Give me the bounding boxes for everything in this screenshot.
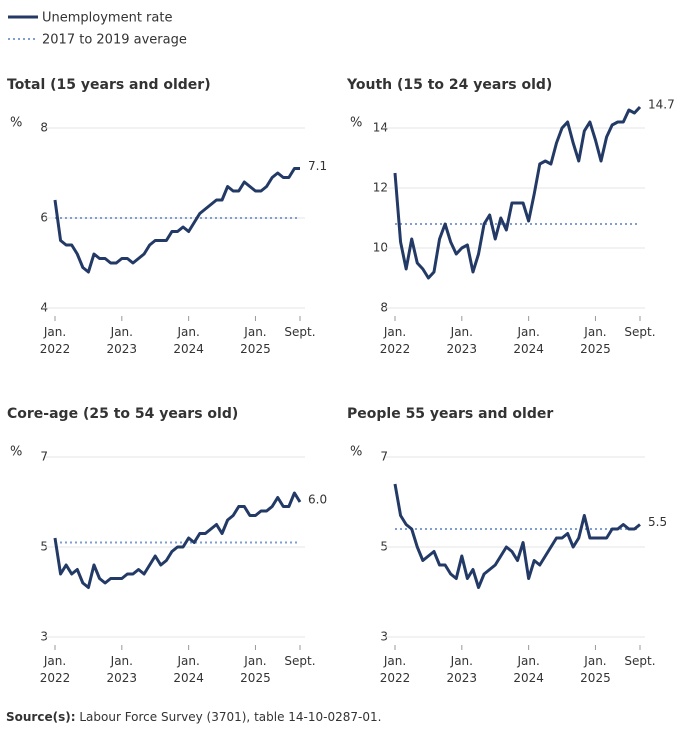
data-line [393, 105, 642, 280]
x-tick-label: Sept. [624, 325, 656, 339]
chart-title: People 55 years and older [347, 406, 553, 422]
y-tick-label: 14 [373, 121, 388, 135]
x-tick-label: Jan. 2024 [513, 325, 544, 356]
x-tick-label: Sept. [284, 654, 316, 668]
y-tick-label: 6 [40, 211, 48, 225]
x-tick-label: Jan. 2024 [513, 654, 544, 685]
x-tick-label: Jan. 2024 [173, 654, 204, 685]
data-line [393, 483, 641, 589]
x-tick-label: Jan. 2025 [240, 654, 271, 685]
y-tick-label: 8 [40, 121, 48, 135]
y-tick-label: 5 [40, 540, 48, 554]
y-tick-label: 7 [380, 450, 388, 464]
y-tick-label: 7 [40, 450, 48, 464]
y-tick-label: 3 [380, 630, 388, 644]
value-label: 7.1 [308, 159, 327, 173]
y-tick-label: 8 [380, 301, 388, 315]
chart-title: Core-age (25 to 54 years old) [7, 406, 238, 422]
chart-title: Total (15 years and older) [7, 77, 211, 93]
x-tick-label: Sept. [624, 654, 656, 668]
x-tick-label: Jan. 2023 [106, 325, 138, 356]
y-tick-label: 10 [373, 241, 388, 255]
y-tick-label: 3 [40, 630, 48, 644]
x-tick-label: Jan. 2022 [39, 325, 71, 356]
x-tick-label: Jan. 2023 [446, 325, 478, 356]
x-tick-label: Jan. 2025 [240, 325, 271, 356]
legend-label: 2017 to 2019 average [42, 33, 187, 48]
x-tick-label: Jan. 2024 [173, 325, 204, 356]
x-tick-label: Jan. 2023 [106, 654, 138, 685]
y-axis-label: % [350, 445, 362, 460]
y-axis-label: % [350, 116, 362, 131]
x-tick-label: Jan. 2025 [580, 654, 611, 685]
x-tick-label: Sept. [284, 325, 316, 339]
chart-title: Youth (15 to 24 years old) [346, 77, 552, 93]
x-tick-label: Jan. 2022 [379, 654, 411, 685]
value-label: 14.7 [648, 98, 675, 112]
source-text: Labour Force Survey (3701), table 14-10-… [79, 710, 382, 724]
source: Source(s): Labour Force Survey (3701), t… [6, 710, 381, 724]
y-axis-label: % [10, 445, 22, 460]
legend-label: Unemployment rate [42, 11, 172, 26]
data-line [53, 491, 302, 589]
x-tick-label: Jan. 2025 [580, 325, 611, 356]
x-tick-label: Jan. 2023 [446, 654, 478, 685]
y-axis-label: % [10, 116, 22, 131]
data-line [53, 167, 300, 274]
y-tick-label: 4 [40, 301, 48, 315]
value-label: 6.0 [308, 493, 327, 507]
y-tick-label: 12 [373, 181, 388, 195]
value-label: 5.5 [648, 515, 667, 529]
x-tick-label: Jan. 2022 [379, 325, 411, 356]
y-tick-label: 5 [380, 540, 388, 554]
x-tick-label: Jan. 2022 [39, 654, 71, 685]
source-label: Source(s): [6, 710, 76, 724]
